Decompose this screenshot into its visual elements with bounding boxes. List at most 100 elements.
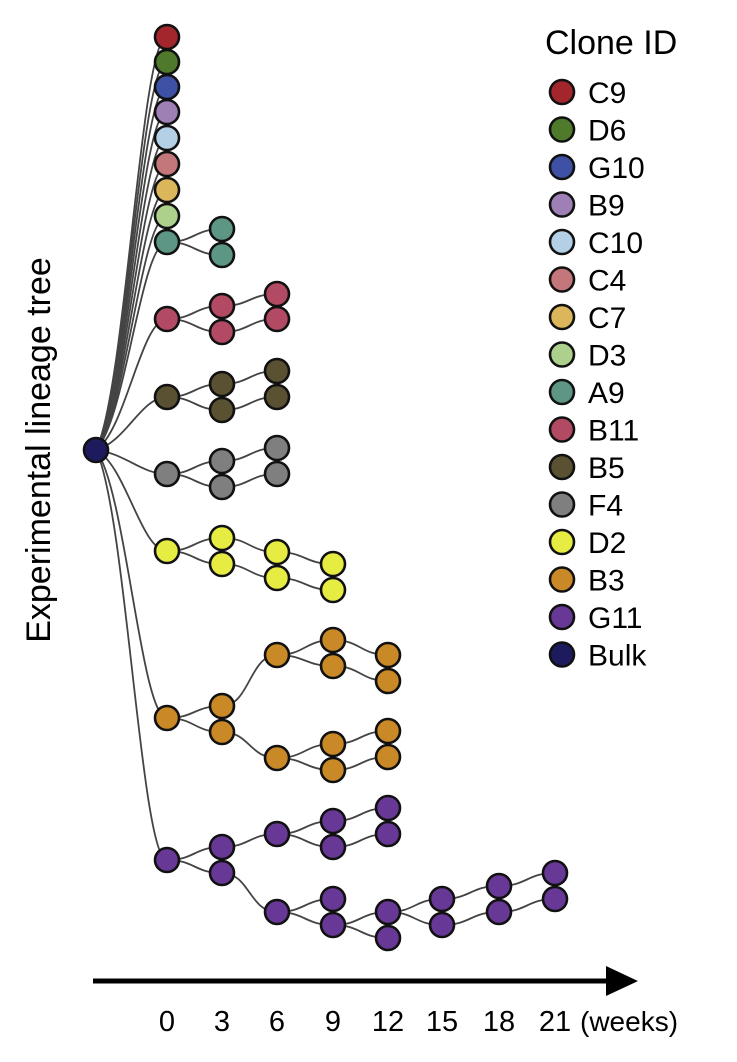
- legend-label-c4: C4: [588, 265, 626, 298]
- axis-tick-label: 6: [269, 1006, 285, 1038]
- clone-node-g11: [208, 859, 236, 887]
- clone-node-f4: [153, 460, 181, 488]
- legend-label-f4: F4: [588, 490, 623, 523]
- clone-node-d2: [263, 564, 291, 592]
- clone-node-g11: [541, 885, 569, 913]
- legend-swatch-f4: [548, 491, 576, 518]
- clone-node-b3: [153, 704, 181, 732]
- clone-node-g11: [374, 924, 402, 952]
- axis-tick-label: 18: [483, 1006, 515, 1038]
- clone-node-f4: [263, 460, 291, 488]
- clone-node-g11: [319, 807, 347, 835]
- clone-node-c4: [153, 150, 181, 178]
- clone-node-f4: [263, 434, 291, 462]
- legend-title: Clone ID: [545, 24, 677, 62]
- time-axis: 0 3 6 9 12 15 18 21 (weeks): [93, 966, 678, 1038]
- legend-swatch-a9: [548, 378, 576, 406]
- legend-label-bulk: Bulk: [588, 640, 647, 673]
- clone-node-f4: [208, 473, 236, 501]
- clone-node-b11: [208, 292, 236, 320]
- clone-node-c9: [153, 23, 181, 51]
- clone-node-g11: [428, 885, 456, 913]
- clone-node-g11: [319, 833, 347, 861]
- clone-node-g11: [263, 898, 291, 926]
- legend-swatch-c4: [548, 266, 576, 293]
- legend-swatch-c10: [548, 228, 576, 256]
- clone-node-d3: [153, 202, 181, 230]
- legend-swatch-d2: [548, 528, 576, 556]
- legend-label-b11: B11: [588, 415, 639, 448]
- clone-node-b3: [208, 718, 236, 746]
- clone-node-g11: [208, 833, 236, 861]
- legend-swatch-g11: [548, 603, 576, 631]
- legend-swatch-c7: [548, 303, 576, 331]
- tree-edge: [95, 449, 168, 552]
- figure-title: Experimental lineage tree: [20, 257, 58, 643]
- clone-node-b9: [153, 98, 181, 126]
- clone-node-g11: [485, 872, 513, 900]
- clone-node-b5: [263, 357, 291, 385]
- clone-node-g11: [153, 846, 181, 874]
- tree-edge: [95, 449, 168, 719]
- clone-node-d2: [263, 538, 291, 566]
- legend-swatch-bulk: [548, 641, 576, 668]
- axis-unit-label: (weeks): [580, 1006, 678, 1037]
- legend-label-c7: C7: [588, 302, 626, 335]
- legend-swatch-c9: [548, 78, 576, 106]
- clone-node-b3: [263, 641, 291, 669]
- clone-node-b5: [263, 383, 291, 411]
- clone-node-g11: [541, 859, 569, 887]
- legend-label-d2: D2: [588, 527, 626, 560]
- legend-label-g11: G11: [588, 602, 642, 635]
- axis-tick-label: 21: [539, 1006, 571, 1038]
- legend-swatch-d6: [548, 116, 576, 143]
- legend-swatch-d3: [548, 341, 576, 368]
- clone-node-a9: [208, 241, 236, 269]
- legend-swatch-b9: [548, 191, 576, 218]
- legend-label-a9: A9: [588, 377, 625, 410]
- legend-label-d3: D3: [588, 340, 626, 373]
- clone-node-g11: [374, 898, 402, 926]
- legend-swatch-b5: [548, 453, 576, 481]
- clone-node-b3: [263, 744, 291, 772]
- legend-label-b9: B9: [588, 190, 625, 223]
- clone-node-g11: [374, 794, 402, 822]
- clone-node-b3: [374, 717, 402, 745]
- clone-node-c7: [153, 176, 181, 204]
- bulk-root-node: [82, 436, 110, 464]
- clone-node-b3: [319, 652, 347, 680]
- legend-label-b3: B3: [588, 565, 625, 598]
- clone-node-b5: [208, 370, 236, 398]
- clone-node-g11: [485, 898, 513, 926]
- clone-node-g11: [428, 911, 456, 939]
- clone-node-b3: [374, 667, 402, 695]
- time-axis-arrowhead: [606, 966, 638, 996]
- clone-node-d2: [208, 524, 236, 552]
- clone-node-b3: [319, 730, 347, 758]
- clone-node-a9: [153, 228, 181, 256]
- clone-node-d2: [319, 550, 347, 578]
- clone-node-b3: [208, 692, 236, 720]
- legend-swatch-b11: [548, 416, 576, 443]
- tree-edge: [95, 163, 168, 451]
- legend-label-b5: B5: [588, 452, 625, 485]
- clone-node-f4: [208, 447, 236, 475]
- clone-node-b11: [208, 318, 236, 346]
- legend: Clone ID C9 D6 G10 B9 C10 C4 C7 D3 A9 B11 B5 F4 D2 B3…: [545, 24, 677, 673]
- clone-node-b3: [319, 756, 347, 784]
- legend-swatch-b3: [548, 566, 576, 593]
- axis-tick-label: 9: [325, 1006, 341, 1038]
- axis-tick-label: 0: [159, 1006, 175, 1038]
- clone-node-c10: [153, 124, 181, 152]
- legend-swatch-g10: [548, 153, 576, 181]
- clone-node-g10: [153, 73, 181, 101]
- axis-tick-label: 15: [426, 1006, 458, 1038]
- clone-node-b3: [374, 743, 402, 771]
- clone-node-b5: [153, 383, 181, 411]
- clone-node-g11: [319, 911, 347, 939]
- clone-node-g11: [319, 885, 347, 913]
- legend-label-c10: C10: [588, 227, 643, 260]
- clone-node-b11: [153, 305, 181, 333]
- clone-node-g11: [263, 820, 291, 848]
